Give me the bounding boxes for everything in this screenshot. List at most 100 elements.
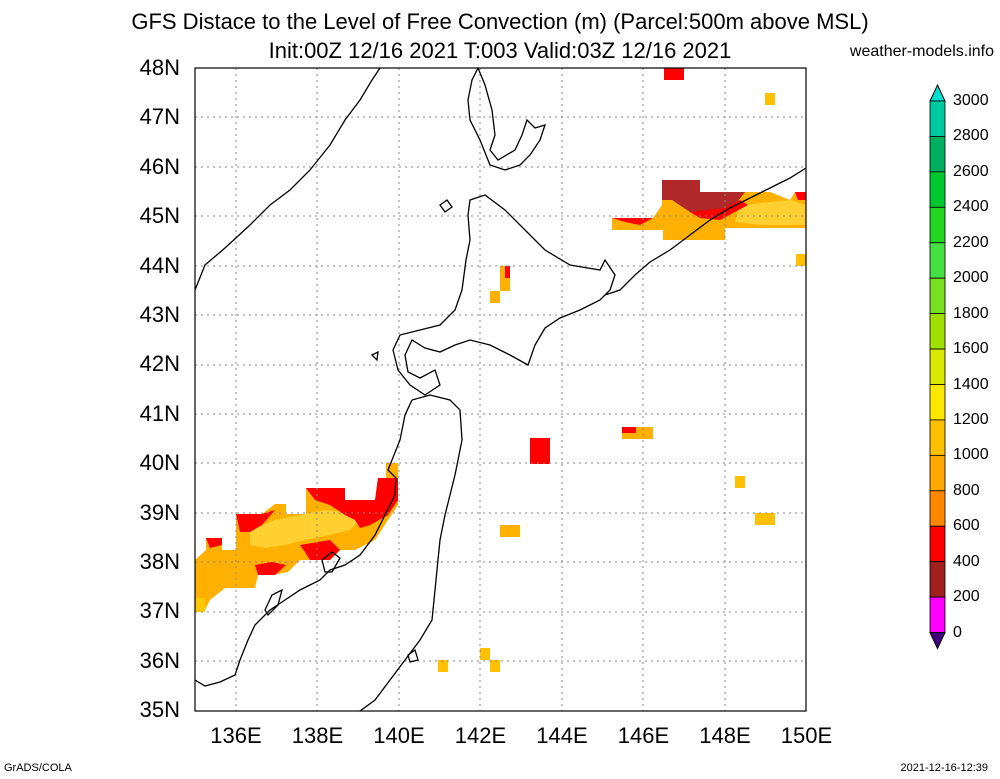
map-frame <box>194 67 807 712</box>
colorbar-segment <box>929 277 946 315</box>
lfc-cell-11 <box>755 513 775 525</box>
colorbar-label: 600 <box>953 517 980 535</box>
colorbar-segment <box>929 454 946 492</box>
map-title: GFS Distace to the Level of Free Convect… <box>131 9 869 34</box>
coast-kurils <box>604 167 806 296</box>
lon-label: 142E <box>454 723 507 748</box>
lfc-cell-6 <box>530 438 550 464</box>
colorbar-top-arrow <box>929 83 946 102</box>
lon-label: 148E <box>699 723 751 748</box>
lat-label: 47N <box>139 104 180 130</box>
lfc-cell-9 <box>500 525 520 537</box>
lfc-cell-2 <box>765 93 775 105</box>
colorbar-segment <box>929 136 946 173</box>
lat-label: 37N <box>139 598 180 624</box>
lon-label: 140E <box>373 723 425 748</box>
colorbar-label: 2400 <box>953 198 989 216</box>
colorbar-segment <box>929 490 946 527</box>
lfc-cell-5 <box>490 291 500 303</box>
colorbar-label: 3000 <box>953 92 989 109</box>
lfc-area-small-w <box>195 598 205 612</box>
lat-label: 35N <box>139 697 180 723</box>
colorbar-segment <box>929 206 946 244</box>
lfc-area-red-5 <box>255 562 286 575</box>
lfc-area-west-core <box>250 510 360 548</box>
lfc-cell-12 <box>796 254 806 266</box>
lat-label: 45N <box>139 203 180 229</box>
lfc-area-east-brown <box>662 180 745 215</box>
lfc-field <box>195 68 806 672</box>
lon-label: 138E <box>291 723 344 748</box>
lon-label: 146E <box>617 723 670 748</box>
lfc-area-east-core <box>735 200 806 225</box>
colorbar <box>929 83 946 650</box>
colorbar-label: 800 <box>953 481 980 499</box>
colorbar-label: 2000 <box>953 269 989 287</box>
graticule <box>195 68 806 711</box>
colorbar-label: 1600 <box>953 340 989 358</box>
lon-label: 150E <box>780 723 833 748</box>
site-credit: weather-models.info <box>849 43 994 60</box>
colorbar-segment <box>929 348 946 385</box>
footer-software: GrADS/COLA <box>4 762 72 774</box>
colorbar-label: 1800 <box>953 304 989 322</box>
colorbar-label: 200 <box>953 588 980 606</box>
colorbar-segment <box>929 100 946 137</box>
lfc-cell-1 <box>664 68 684 80</box>
lat-label: 43N <box>139 302 180 327</box>
colorbar-bottom-arrow <box>929 632 946 650</box>
lfc-cell-10 <box>735 476 745 488</box>
coast-sakhalin <box>467 68 547 171</box>
lfc-area-red-4 <box>206 538 222 548</box>
lfc-area-east-red2 <box>690 200 748 220</box>
coast-honshu <box>195 394 463 711</box>
lat-label: 38N <box>139 549 180 574</box>
lon-label: 136E <box>210 723 262 748</box>
lat-label: 42N <box>139 351 180 377</box>
colorbar-label: 2800 <box>953 127 989 145</box>
lfc-area-red-1 <box>236 510 275 532</box>
colorbar-label: 2200 <box>953 233 989 251</box>
colorbar-segment <box>929 171 946 208</box>
coast-noto <box>264 588 283 617</box>
colorbar-segment <box>929 384 946 421</box>
coast-islet-2 <box>370 350 379 362</box>
coast-islet-1 <box>439 199 453 213</box>
lfc-area-east-red3 <box>795 192 806 200</box>
colorbar-label: 400 <box>953 552 980 570</box>
lat-label: 44N <box>139 252 180 278</box>
lfc-area-red-2 <box>306 478 398 528</box>
colorbar-label: 1000 <box>953 446 989 464</box>
lat-label: 40N <box>139 450 180 476</box>
coast-hokkaido <box>392 194 616 396</box>
lfc-cell-8 <box>622 427 636 433</box>
lat-label: 48N <box>139 55 180 80</box>
colorbar-segment <box>929 419 946 456</box>
colorbar-segment <box>929 313 946 350</box>
colorbar-label: 2600 <box>953 162 989 180</box>
lat-label: 46N <box>139 153 180 179</box>
colorbar-label: 1200 <box>953 410 989 428</box>
lfc-cell-3 <box>500 266 510 291</box>
lfc-cell-13 <box>438 660 448 672</box>
colorbar-segment <box>929 561 946 598</box>
colorbar-label: 0 <box>953 623 962 641</box>
lat-label: 36N <box>139 647 180 673</box>
coast-mainland-asia <box>195 68 381 291</box>
map-subtitle: Init:00Z 12/16 2021 T:003 Valid:03Z 12/1… <box>268 38 732 63</box>
lfc-cell-14 <box>480 648 490 660</box>
coastlines <box>195 68 806 711</box>
coast-islet-3 <box>407 648 419 663</box>
colorbar-segment <box>929 525 946 563</box>
lfc-area-red-3 <box>300 540 340 560</box>
lat-label: 41N <box>139 400 180 426</box>
footer-timestamp: 2021-12-16-12:39 <box>900 762 988 774</box>
coast-sado <box>321 551 341 573</box>
colorbar-segment <box>929 596 946 633</box>
colorbar-label: 1400 <box>953 375 989 393</box>
lfc-cell-4 <box>505 266 510 278</box>
lfc-cell-15 <box>490 660 500 672</box>
lon-label: 144E <box>536 723 588 748</box>
lat-label: 39N <box>139 499 180 525</box>
